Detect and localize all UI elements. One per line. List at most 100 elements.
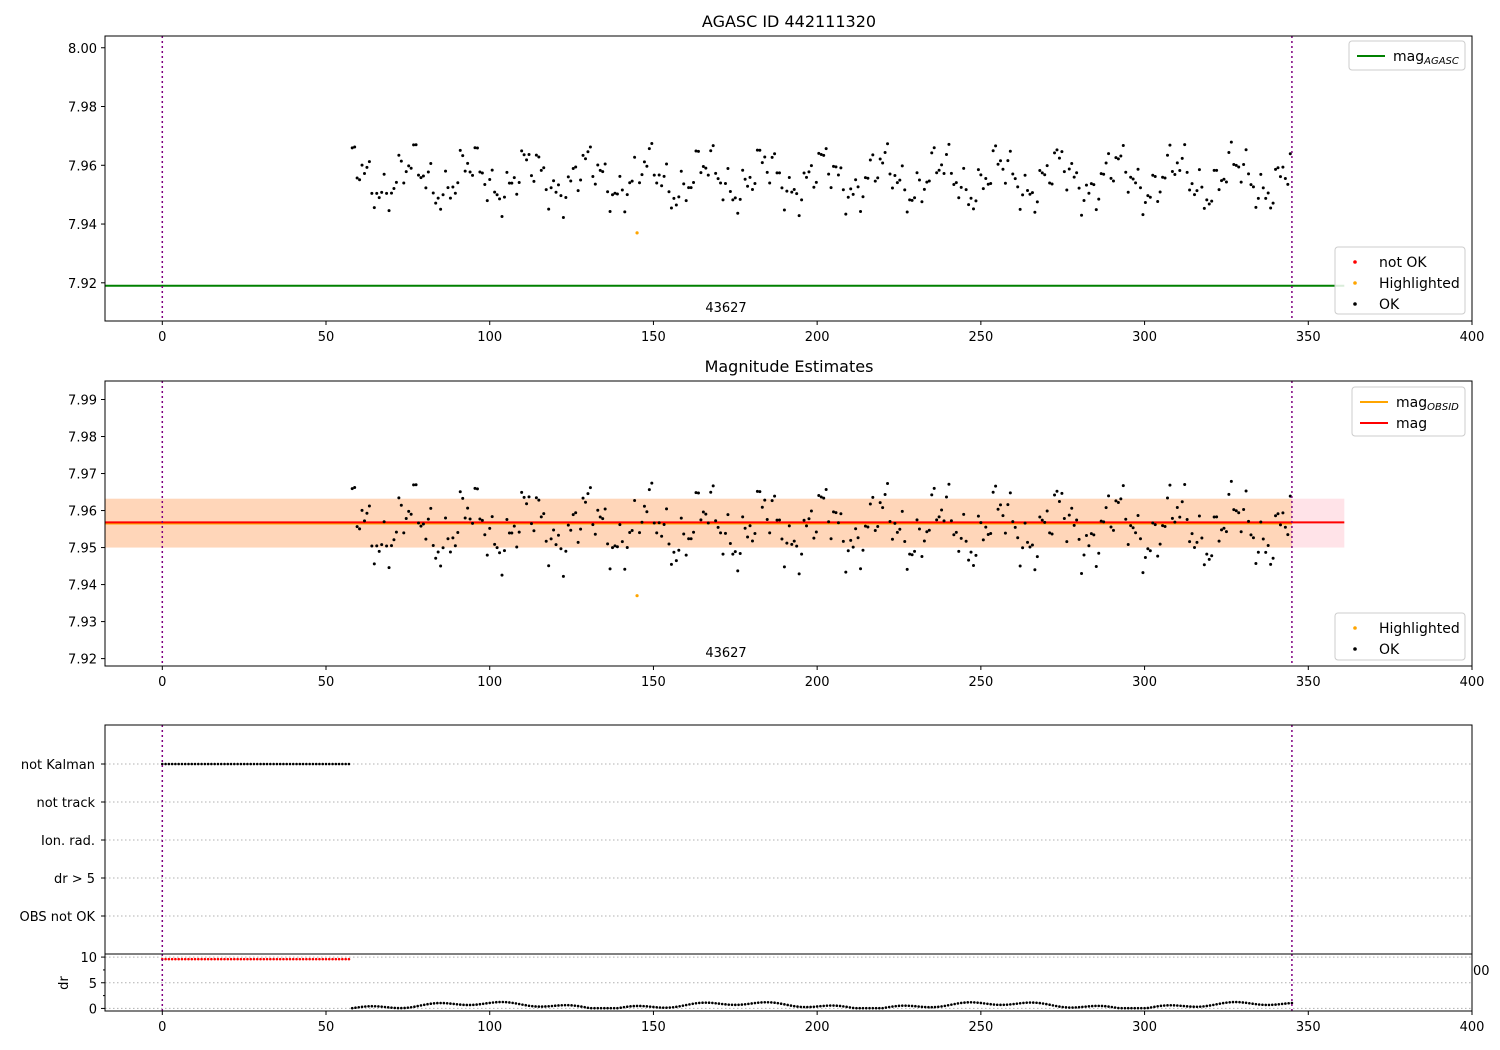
chart-1-point-169	[765, 170, 769, 174]
chart-1-point-278	[1033, 210, 1037, 214]
chart-2-point-371	[1261, 537, 1265, 541]
chart-4-dr-point-219	[1067, 1006, 1071, 1009]
chart-1-point-188	[812, 185, 816, 189]
chart-1-point-136	[684, 199, 688, 203]
chart-2-point-229	[913, 549, 917, 553]
chart-2-point-100	[596, 508, 600, 512]
chart-2-ytick-label-1: 7.98	[68, 431, 97, 446]
chart-2-point-110	[620, 540, 624, 544]
chart-2-point-321	[1138, 537, 1142, 541]
chart-1-point-314	[1121, 144, 1125, 148]
chart-4-dr-point-174	[920, 1005, 924, 1009]
chart-1-point-75	[534, 153, 538, 157]
chart-1-legend-0-box	[1348, 40, 1466, 71]
chart-4-dr-point-171	[910, 1004, 914, 1008]
chart-1-point-39	[446, 186, 450, 190]
chart-1-point-327	[1153, 174, 1157, 178]
chart-1-point-354	[1220, 179, 1224, 183]
chart-4-dr-point-242	[1143, 1006, 1146, 1010]
chart-1-point-173	[775, 171, 779, 175]
chart-4-dr-point-261	[1205, 1004, 1209, 1008]
chart-1-point-5	[362, 171, 366, 175]
chart-2-xtick-label-1: 50	[318, 675, 335, 690]
chart-1-point-195	[829, 186, 833, 190]
chart-2-point-330	[1161, 524, 1165, 528]
chart-2-point-81	[549, 537, 553, 541]
chart-1-point-105	[608, 210, 612, 214]
points-layer	[160, 140, 1294, 1010]
chart-1-point-134	[679, 169, 683, 173]
chart-3-category-label-3: dr > 5	[54, 872, 95, 887]
chart-1-point-148	[714, 171, 718, 175]
chart-1-point-377	[1276, 166, 1280, 170]
chart-3-flag-point-3	[170, 762, 174, 766]
chart-2-point-15	[387, 566, 391, 570]
chart-4-dr-point-154	[855, 1006, 858, 1010]
chart-3-flag-point-15	[210, 762, 213, 766]
chart-2-point-167	[760, 505, 764, 509]
chart-1-point-118	[640, 173, 644, 177]
chart-4-dr-point-202	[1012, 1002, 1015, 1006]
chart-4-dr-point-139	[806, 1005, 809, 1009]
chart-4-dr-point-131	[779, 1002, 783, 1006]
chart-4-dr-point-79	[609, 1006, 613, 1010]
chart-3-flag-point-2	[167, 762, 171, 766]
chart-2-point-314	[1121, 484, 1125, 488]
chart-2-point-262	[994, 484, 998, 488]
chart-4-xtick-label-4: 200	[805, 1020, 830, 1035]
chart-4-flagged-point-44	[305, 957, 308, 961]
chart-2-point-346	[1200, 536, 1204, 540]
chart-1-point-301	[1089, 182, 1093, 186]
chart-4-flagged-point-34	[272, 957, 275, 961]
chart-4-flagged-point-32	[265, 957, 269, 961]
chart-1-ytick-label-4: 7.92	[68, 277, 97, 292]
chart-4-dr-point-252	[1176, 1004, 1179, 1007]
chart-4-flagged-point-45	[308, 957, 311, 961]
chart-1-point-140	[694, 149, 698, 153]
chart-1-point-154	[728, 189, 732, 193]
chart-2-point-303	[1094, 564, 1098, 568]
chart-1-point-348	[1205, 198, 1209, 202]
chart-1-point-85	[559, 194, 563, 198]
chart-1-xtick-label-7: 350	[1296, 330, 1321, 345]
chart-4-dr-point-48	[508, 1001, 511, 1004]
chart-2-point-28	[419, 524, 423, 528]
chart-4-dr-point-178	[933, 1005, 937, 1009]
chart-2-point-302	[1092, 533, 1096, 537]
chart-2-point-259	[986, 533, 990, 537]
chart-4-dr-point-201	[1009, 1003, 1012, 1006]
chart-4-dr-point-143	[819, 1004, 822, 1008]
chart-2-point-339	[1183, 482, 1187, 486]
chart-1-point-19	[397, 153, 401, 157]
chart-2-point-374	[1269, 562, 1273, 566]
chart-1-point-233	[922, 187, 926, 191]
chart-4-dr-point-270	[1234, 1000, 1238, 1004]
chart-2-point-234	[925, 530, 929, 534]
chart-2-ytick-label-6: 7.93	[68, 616, 97, 631]
chart-4-dr-point-187	[963, 1001, 966, 1004]
chart-4-dr-point-179	[936, 1005, 940, 1009]
chart-4-flagged-point-55	[341, 957, 344, 961]
chart-4-dr-point-64	[560, 1003, 564, 1007]
chart-3-flag-point-4	[174, 762, 177, 766]
chart-2-point-252	[969, 550, 973, 554]
chart-4-dr-point-152	[848, 1006, 852, 1009]
axes-layer	[104, 35, 1473, 1012]
chart-2-point-90	[571, 513, 575, 517]
chart-1-point-129	[667, 190, 671, 194]
chart-1-point-245	[952, 182, 956, 186]
chart-4-flagged-point-10	[193, 957, 197, 961]
chart-1-point-156	[733, 196, 737, 200]
chart-4-dr-point-150	[842, 1005, 845, 1008]
chart-4-xtick-label-0: 0	[158, 1020, 166, 1035]
chart-4-flagged-point-11	[197, 957, 200, 961]
chart-4-dr-point-184	[953, 1002, 956, 1006]
chart-4-dr-point-255	[1185, 1005, 1189, 1008]
chart-4-xtick-label-2: 100	[477, 1020, 502, 1035]
chart-4-dr-point-167	[897, 1004, 901, 1008]
chart-4-flagged-point-14	[206, 957, 210, 961]
chart-2-point-195	[829, 537, 833, 541]
chart-4-dr-point-102	[684, 1003, 688, 1007]
chart-4-dr-point-193	[982, 1002, 986, 1005]
chart-4-dr-point-78	[606, 1006, 609, 1010]
